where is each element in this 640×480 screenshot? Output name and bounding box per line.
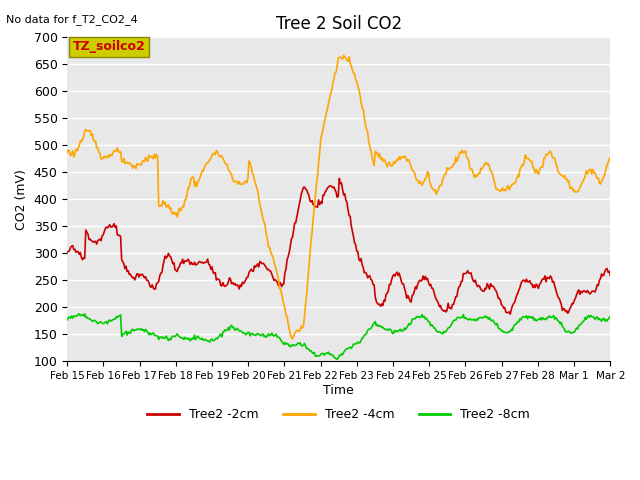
Title: Tree 2 Soil CO2: Tree 2 Soil CO2 bbox=[276, 15, 402, 33]
Text: TZ_soilco2: TZ_soilco2 bbox=[73, 40, 145, 53]
Text: No data for f_T2_CO2_4: No data for f_T2_CO2_4 bbox=[6, 14, 138, 25]
X-axis label: Time: Time bbox=[323, 384, 354, 396]
Legend: Tree2 -2cm, Tree2 -4cm, Tree2 -8cm: Tree2 -2cm, Tree2 -4cm, Tree2 -8cm bbox=[142, 403, 535, 426]
Y-axis label: CO2 (mV): CO2 (mV) bbox=[15, 169, 28, 229]
